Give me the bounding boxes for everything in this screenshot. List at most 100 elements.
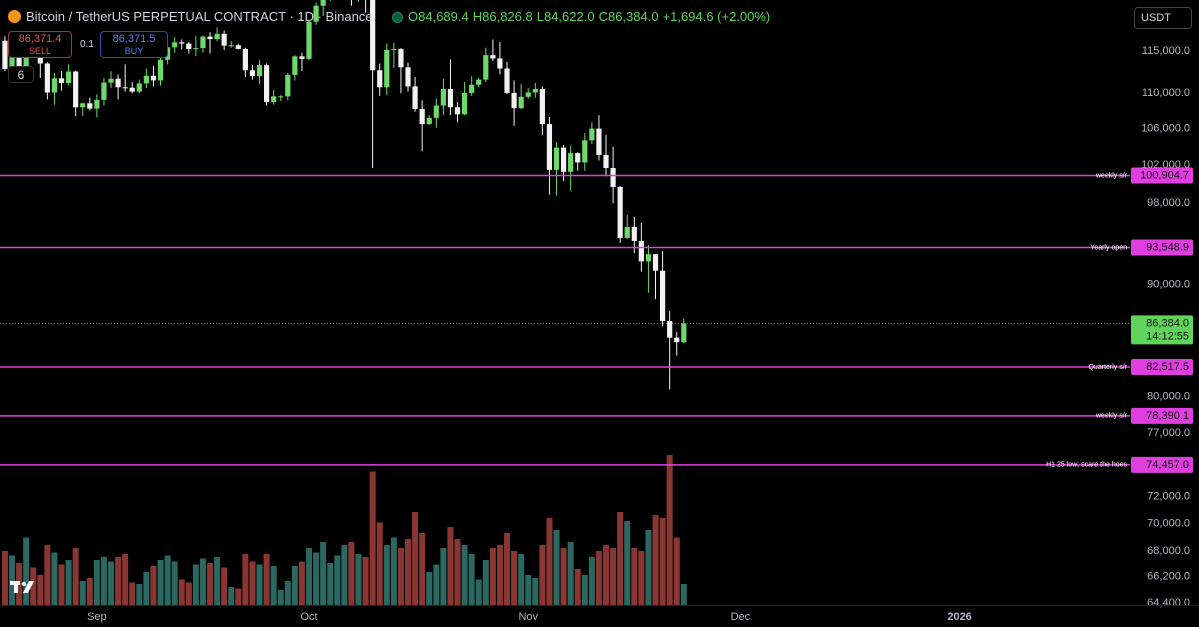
volume-bar xyxy=(192,564,199,605)
ohlc-key: O xyxy=(408,9,419,24)
buy-button[interactable]: 86,371.5 BUY xyxy=(100,31,168,58)
candle-body xyxy=(115,78,121,88)
candle-body xyxy=(299,56,305,59)
volume-bar xyxy=(532,578,539,605)
candle-body xyxy=(631,226,637,241)
candle-body xyxy=(525,92,531,97)
tv-logo xyxy=(10,581,34,593)
symbol-title[interactable]: Bitcoin / TetherUS PERPETUAL CONTRACT · … xyxy=(26,9,373,24)
candle-body xyxy=(65,71,72,83)
volume-bar xyxy=(546,518,553,605)
candle-body xyxy=(292,56,298,75)
volume-bar xyxy=(298,561,305,605)
volume-bar xyxy=(334,555,341,605)
candle-body xyxy=(412,86,418,110)
candle-body xyxy=(122,87,128,89)
volume-bar xyxy=(72,548,79,605)
volume-bar xyxy=(249,561,256,605)
x-tick-label: 2026 xyxy=(947,611,971,623)
volume-bar xyxy=(235,588,242,605)
y-tick-label: 90,000.0 xyxy=(1147,278,1190,290)
candle-body xyxy=(200,36,206,49)
volume-bar xyxy=(567,542,574,605)
volume-bar xyxy=(581,575,588,605)
currency: USDT xyxy=(1141,12,1171,24)
volume-bar xyxy=(553,530,560,605)
candle-body xyxy=(560,147,567,172)
candle-body xyxy=(235,45,241,49)
candle-body xyxy=(242,48,248,71)
y-tick-label: 68,000.0 xyxy=(1147,545,1190,557)
candle-body xyxy=(469,84,475,93)
level-label-box xyxy=(1131,239,1193,256)
candle-body xyxy=(546,124,553,170)
indicator-badge[interactable]: 6 xyxy=(8,66,34,83)
symbol-icon xyxy=(8,10,21,23)
volume-bar xyxy=(659,518,666,605)
volume-bar xyxy=(306,548,313,605)
candle-body xyxy=(313,5,319,22)
candle-body xyxy=(51,78,58,93)
volume-bar xyxy=(178,579,185,605)
volume-bar xyxy=(624,521,631,605)
level-label: 82,517.5 xyxy=(1146,361,1189,373)
ohlc-key: C xyxy=(598,9,608,24)
quantity[interactable]: 0.1 xyxy=(80,39,94,50)
volume-bar xyxy=(115,557,122,605)
volume-bar xyxy=(65,560,72,605)
volume-bar xyxy=(511,551,518,605)
candle-body xyxy=(320,0,326,6)
x-tick-label: Sep xyxy=(87,611,107,623)
currency-select[interactable]: USDT xyxy=(1134,7,1192,29)
candle-body xyxy=(617,186,623,238)
y-tick-label: 110,000.0 xyxy=(1142,87,1190,99)
candle-body xyxy=(172,42,178,48)
badge-count: 6 xyxy=(17,68,25,82)
sell-button[interactable]: 86,371.4 SELL xyxy=(8,31,72,58)
volume-bar xyxy=(412,512,419,605)
candle-body xyxy=(179,42,185,44)
volume-bar xyxy=(242,554,249,605)
candle-body xyxy=(483,55,489,80)
volume-bar xyxy=(390,537,397,605)
volume-bar xyxy=(207,563,214,605)
volume-bar xyxy=(327,563,334,605)
volume-bar xyxy=(79,581,86,605)
volume-bar xyxy=(171,561,178,605)
buy-label: BUY xyxy=(124,46,144,56)
volume-layer xyxy=(1,455,687,605)
volume-bar xyxy=(355,554,362,605)
candle-body xyxy=(638,240,644,262)
candle-body xyxy=(108,78,114,83)
level-note: weekly s/r xyxy=(1095,172,1128,179)
candle-body xyxy=(532,89,538,93)
volume-bar xyxy=(454,539,461,605)
candle-body xyxy=(511,92,517,109)
level-label-box xyxy=(1131,359,1193,376)
x-tick-label: Oct xyxy=(300,611,317,623)
candle-body xyxy=(447,89,454,108)
candle-body xyxy=(504,68,510,93)
volume-bar xyxy=(666,455,673,605)
candle-body xyxy=(652,254,659,271)
candle-body xyxy=(384,49,390,88)
volume-bar xyxy=(433,564,440,605)
candle-body xyxy=(16,57,22,73)
candle-body xyxy=(9,57,15,69)
volume-bar xyxy=(496,545,503,605)
volume-bar xyxy=(638,551,645,605)
candle-body xyxy=(129,87,135,92)
candle-body xyxy=(377,70,383,88)
ohlc-value: 84,622.0 xyxy=(543,9,595,24)
candle-body xyxy=(674,337,680,343)
volume-bar xyxy=(560,548,567,605)
candle-body xyxy=(228,45,234,47)
x-tick-label: Dec xyxy=(731,611,751,623)
volume-bar xyxy=(256,564,263,605)
volume-bar xyxy=(1,551,8,605)
candle-body xyxy=(667,321,673,338)
candle-body xyxy=(136,83,142,92)
candle-body xyxy=(58,78,65,83)
candle-body xyxy=(271,96,277,103)
